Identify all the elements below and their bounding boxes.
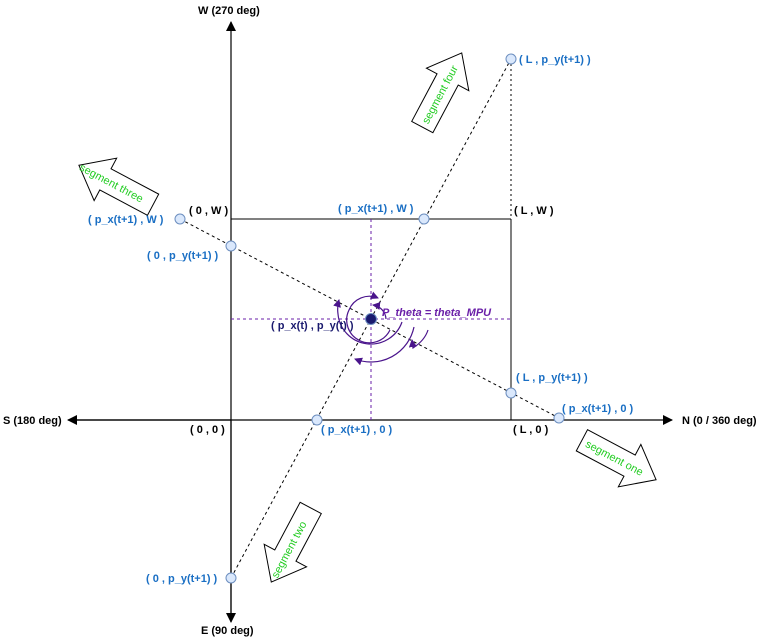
angle-arc-4 [354,326,415,366]
corner-top-left: ( 0 , W ) [189,205,228,217]
angle-arc-3 [333,299,403,345]
label-right-bottom: ( p_x(t+1) , 0 ) [562,403,634,415]
label-right-mid: ( L , p_y(t+1) ) [516,372,588,384]
segment-two-arrow: segment two [263,501,322,583]
node-top-mid [418,213,430,225]
angle-arc-1 [372,301,387,320]
label-left-mid: ( 0 , p_y(t+1) ) [147,250,219,262]
current-point [365,313,377,325]
node-right-bottom [553,412,565,424]
node-bottom-mid [311,414,323,426]
node-left-upper [174,213,186,225]
current-point-label: ( p_x(t) , p_y(t) ) [271,320,354,332]
axis-label-south: S (180 deg) [3,415,62,427]
segment-line-one-three [179,218,560,419]
corner-bottom-right: ( L , 0 ) [513,424,549,436]
angle-arc-5 [408,329,429,350]
node-bottom-left [225,572,237,584]
corner-top-right: ( L , W ) [514,205,554,217]
label-top-mid: ( p_x(t+1) , W ) [338,203,414,215]
axis-label-north: N (0 / 360 deg) [682,415,757,427]
segment-four-arrow: segment four [411,52,470,134]
angle-arc-2 [346,291,391,344]
label-bottom-left: ( 0 , p_y(t+1) ) [146,573,218,585]
angle-label: P_theta = theta_MPU [382,307,492,319]
corner-origin: ( 0 , 0 ) [190,424,225,436]
label-left-upper: ( p_x(t+1) , W ) [88,214,164,226]
label-top-far: ( L , p_y(t+1) ) [519,54,591,66]
axis-label-east: E (90 deg) [201,625,254,637]
node-right-mid [505,387,517,399]
axis-label-west: W (270 deg) [198,5,260,17]
node-top-far [505,53,517,65]
node-left-mid [225,240,237,252]
segment-one-arrow: segment one [575,429,657,488]
label-bottom-mid: ( p_x(t+1) , 0 ) [321,424,393,436]
